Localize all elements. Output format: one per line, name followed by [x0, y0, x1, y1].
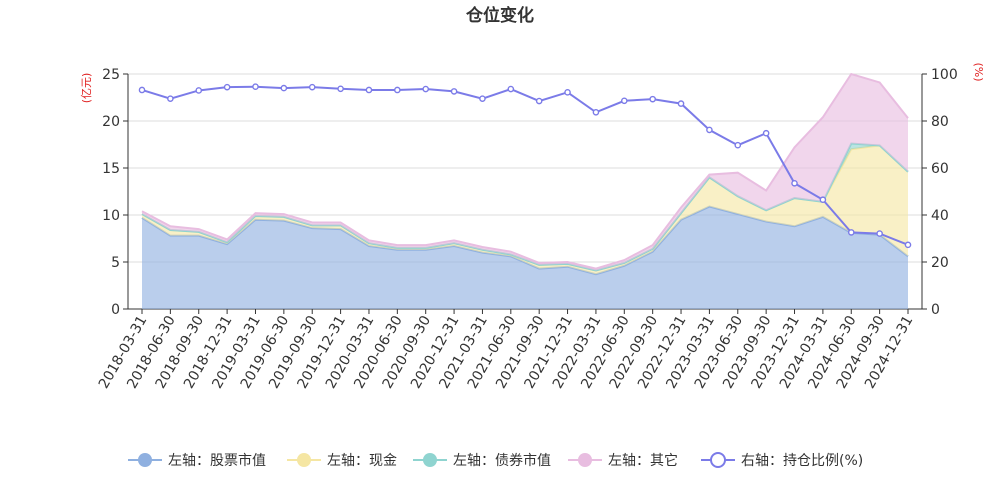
ratio-point[interactable]: [138, 86, 146, 94]
y-right-tick-label: 60: [931, 161, 949, 177]
left-axis-unit: (亿元): [80, 73, 93, 104]
ratio-point[interactable]: [507, 85, 515, 93]
area-1: [142, 145, 908, 275]
ratio-line: [138, 83, 912, 249]
legend-label: 左轴：现金: [327, 453, 397, 469]
ratio-point[interactable]: [620, 97, 628, 105]
legend-swatch-circle: [138, 453, 152, 467]
chart-title: 仓位变化: [465, 5, 534, 26]
ratio-line-path: [141, 85, 909, 246]
legend-label: 左轴：债券市值: [453, 452, 551, 469]
ratio-point[interactable]: [252, 83, 259, 90]
ratio-point[interactable]: [365, 86, 373, 94]
y-left-tick-label: 0: [111, 302, 120, 318]
y-left-tick-label: 15: [102, 161, 120, 177]
ratio-point[interactable]: [195, 87, 203, 94]
ratio-point[interactable]: [337, 85, 344, 93]
legend-label: 右轴：持仓比例(%): [741, 453, 863, 469]
legend[interactable]: 左轴：股票市值 左轴：现金 左轴：债券市值 左轴：其它 右轴：持仓比例(%): [128, 452, 863, 469]
area-0: [142, 206, 908, 309]
y-right-tick-label: 80: [931, 114, 949, 130]
ratio-point[interactable]: [649, 95, 656, 103]
area-edge-0: [141, 205, 909, 276]
legend-label: 左轴：其它: [608, 452, 678, 469]
ratio-point[interactable]: [819, 196, 827, 204]
ratio-point[interactable]: [535, 97, 543, 105]
ratio-point[interactable]: [394, 86, 401, 94]
stacked-areas: [141, 72, 909, 309]
ratio-point[interactable]: [479, 95, 486, 102]
legend-item-2[interactable]: 左轴：债券市值: [413, 452, 551, 469]
ratio-point[interactable]: [876, 230, 883, 237]
ratio-point[interactable]: [422, 85, 430, 93]
ratio-point[interactable]: [706, 126, 713, 134]
legend-swatch-circle: [423, 453, 437, 467]
ratio-point[interactable]: [280, 84, 288, 92]
ratio-point[interactable]: [791, 179, 798, 187]
y-right-tick-label: 0: [931, 302, 940, 318]
ratio-point[interactable]: [734, 141, 742, 149]
y-right-tick-label: 20: [931, 255, 949, 271]
legend-swatch-circle: [297, 453, 311, 467]
y-right-tick-label: 100: [931, 67, 958, 83]
y-right-tick-label: 40: [931, 208, 949, 224]
legend-item-3[interactable]: 左轴：其它: [568, 452, 678, 469]
legend-item-4[interactable]: 右轴：持仓比例(%): [701, 452, 863, 469]
ratio-point[interactable]: [762, 129, 770, 137]
ratio-point[interactable]: [308, 83, 316, 91]
legend-item-1[interactable]: 左轴：现金: [287, 453, 397, 469]
ratio-point[interactable]: [223, 83, 231, 91]
legend-swatch-circle: [710, 452, 726, 468]
ratio-point[interactable]: [450, 88, 458, 95]
right-axis-unit: (%): [972, 62, 985, 81]
ratio-point[interactable]: [677, 100, 685, 107]
ratio-point[interactable]: [564, 89, 571, 96]
legend-item-0[interactable]: 左轴：股票市值: [128, 452, 266, 469]
legend-label: 左轴：股票市值: [168, 452, 266, 469]
ratio-point[interactable]: [904, 241, 912, 249]
legend-swatch-circle: [578, 453, 592, 467]
area-edge-3: [141, 72, 909, 270]
ratio-point[interactable]: [592, 109, 600, 116]
y-left-tick-label: 20: [102, 114, 120, 130]
ratio-point[interactable]: [167, 95, 174, 102]
y-left-tick-label: 25: [102, 67, 120, 83]
y-left-tick-label: 5: [111, 255, 120, 271]
y-left-tick-label: 10: [102, 208, 120, 224]
ratio-point[interactable]: [847, 229, 855, 236]
